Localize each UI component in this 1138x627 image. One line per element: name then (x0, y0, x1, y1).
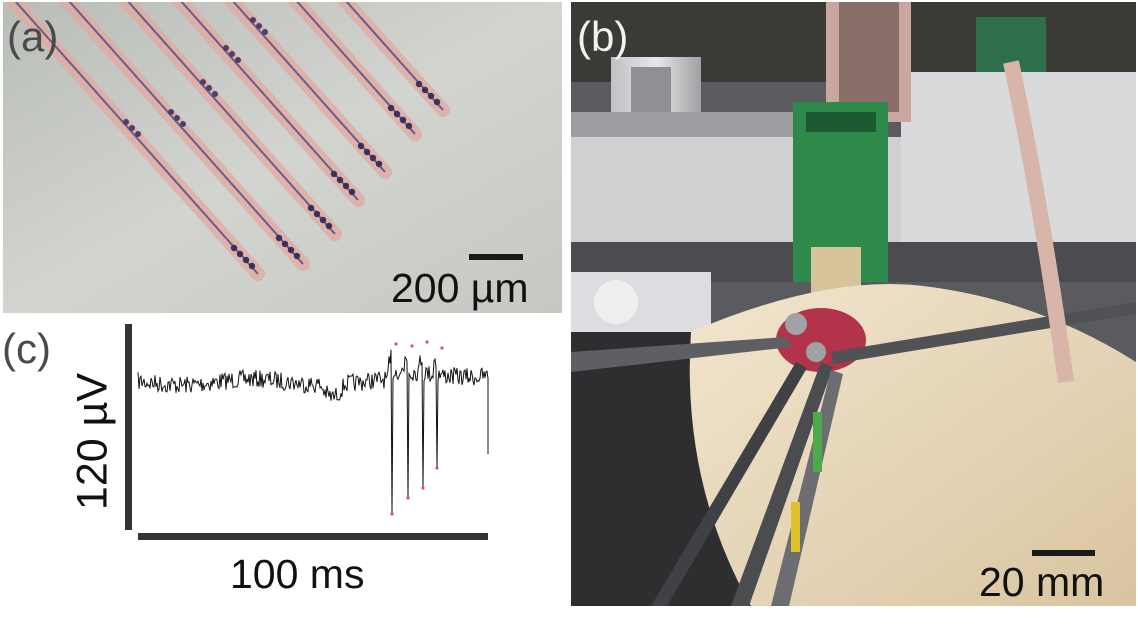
electrode-site (287, 246, 295, 254)
electrode-site (281, 240, 289, 248)
electrode-site (250, 17, 256, 23)
electrode-site (223, 45, 229, 51)
shank-trace-line (180, 2, 359, 201)
electrode-site (256, 23, 262, 29)
electrode-site (229, 51, 235, 57)
spike-marker (410, 344, 414, 348)
shank-trace-line (345, 2, 444, 111)
panel-c-trace: (c) 120 µV 100 ms (0, 318, 565, 608)
electrode-site (174, 115, 180, 121)
spike-marker (390, 512, 394, 516)
electrode-site (363, 148, 371, 156)
electrode-shanks-image (3, 2, 562, 313)
electrode-site (248, 262, 256, 270)
x-scale-label: 100 ms (230, 551, 365, 597)
electrode-site (375, 160, 383, 168)
electrode-site (387, 104, 395, 112)
electrode-site (230, 244, 238, 252)
electrode-site (200, 79, 206, 85)
spike-marker (421, 486, 425, 490)
electrode-site (242, 256, 250, 264)
shank-trace-line (296, 2, 416, 135)
electrode-site (433, 98, 441, 106)
y-scale-label: 120 µV (68, 372, 117, 511)
spike-marker (440, 346, 444, 350)
recording-trace-plot (125, 324, 489, 540)
electrode-site (421, 86, 429, 94)
spike-marker (394, 342, 398, 346)
scale-bar-a (469, 254, 523, 260)
panel-letter-a: (a) (7, 13, 59, 60)
panel-letter-c: (c) (2, 325, 51, 372)
voltage-trace (137, 349, 489, 515)
y-scale-bar (125, 324, 132, 530)
electrode-site (180, 121, 186, 127)
electrode-site (336, 176, 344, 184)
electrode-site (325, 222, 333, 230)
spike-peak-markers (390, 340, 444, 516)
spike-marker (406, 496, 410, 500)
shank-trace-line (127, 2, 336, 235)
electrode-site (319, 216, 327, 224)
electrode-site (342, 182, 350, 190)
electrode-site (212, 91, 218, 97)
electrode-site (293, 252, 301, 260)
panel-a-micrograph: (a) 200 µm (3, 2, 562, 313)
electrode-site (427, 92, 435, 100)
electrode-site (399, 116, 407, 124)
panel-b-photo: (b) 20 mm (571, 2, 1136, 606)
electrode-site (313, 210, 321, 218)
electrode-site (415, 80, 423, 88)
electrode-site (129, 125, 135, 131)
electrode-site (123, 119, 129, 125)
spike-marker (435, 466, 439, 470)
x-scale-bar (138, 533, 488, 540)
electrode-site (330, 170, 338, 178)
shank-trace-line (14, 2, 259, 275)
panel-letter-b: (b) (577, 13, 629, 60)
electrode-site (235, 57, 241, 63)
electrode-site (275, 234, 283, 242)
electrode-site (357, 142, 365, 150)
electrode-site (206, 85, 212, 91)
scale-label-a: 200 µm (391, 265, 529, 311)
spike-marker (425, 340, 429, 344)
electrode-site (393, 110, 401, 118)
electrode-site (236, 250, 244, 258)
shank-trace-line (68, 2, 304, 265)
scale-bar-b (1032, 550, 1095, 556)
electrode-site (405, 122, 413, 130)
electrode-site (262, 29, 268, 35)
shank-trace-line (232, 2, 386, 173)
electrode-site (369, 154, 377, 162)
electrode-site (348, 188, 356, 196)
scale-label-b: 20 mm (979, 559, 1105, 605)
electrode-site (135, 131, 141, 137)
surgical-setup-image (571, 2, 1136, 606)
electrode-site (168, 109, 174, 115)
electrode-site (307, 204, 315, 212)
